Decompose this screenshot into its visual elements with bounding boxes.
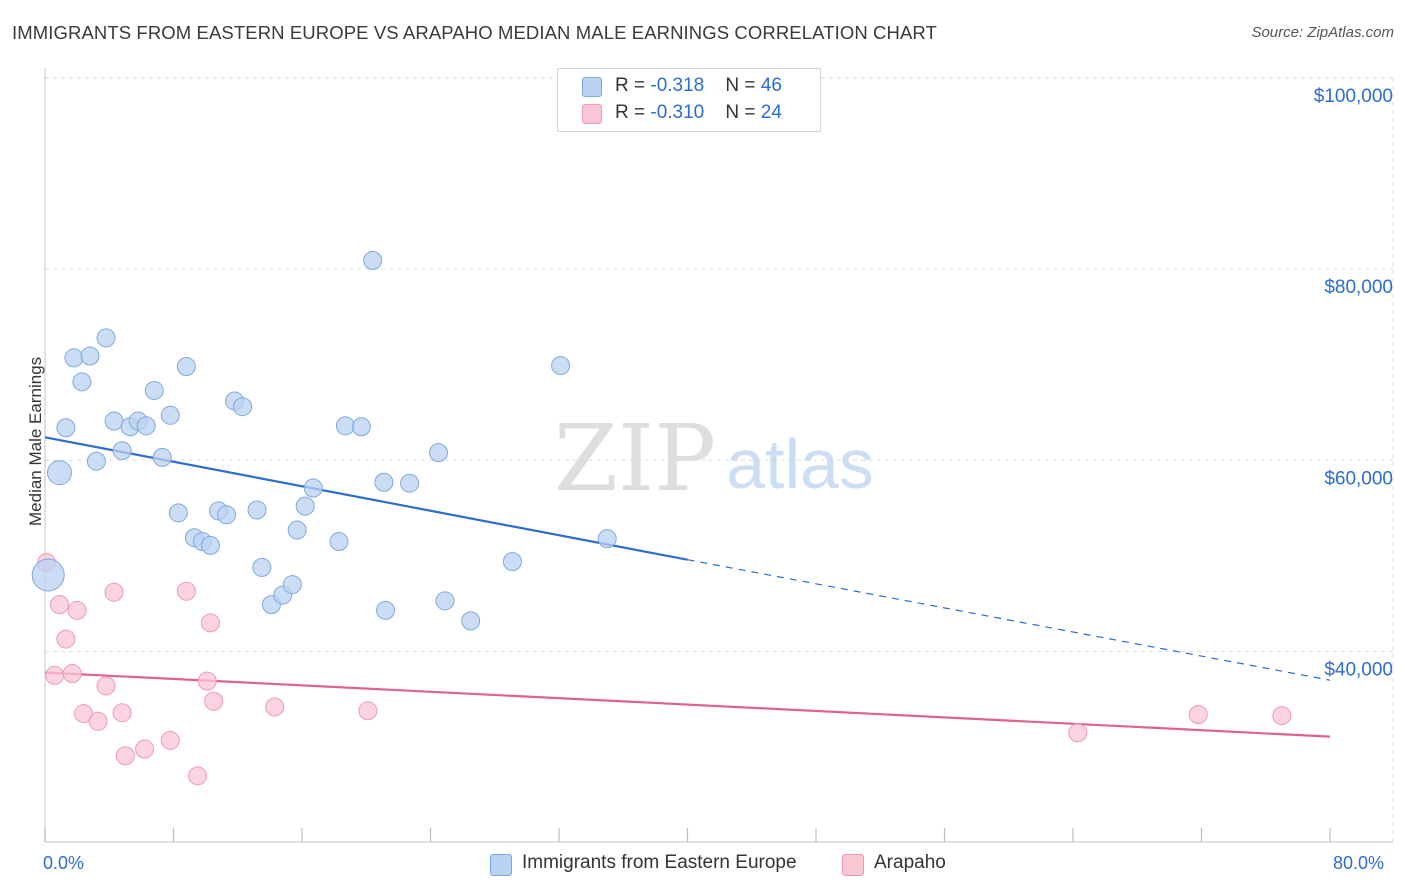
point-arapaho: [67, 600, 87, 620]
point-arapaho: [160, 730, 180, 750]
point-eastern-europe: [233, 397, 253, 417]
point-arapaho: [88, 711, 108, 731]
y-tick-label: $80,000: [1324, 277, 1393, 298]
point-eastern-europe: [351, 417, 371, 437]
point-eastern-europe: [168, 503, 188, 523]
point-arapaho: [1068, 723, 1088, 743]
point-eastern-europe: [31, 558, 65, 592]
point-eastern-europe: [247, 500, 267, 520]
point-eastern-europe: [252, 557, 272, 577]
y-tick-labels: $40,000 $60,000 $80,000 $100,000: [1314, 86, 1393, 681]
point-arapaho: [265, 697, 285, 717]
point-eastern-europe: [335, 416, 355, 436]
point-eastern-europe: [429, 443, 449, 463]
grid-lines: [45, 77, 1394, 842]
point-arapaho: [104, 582, 124, 602]
point-eastern-europe: [376, 600, 396, 620]
point-eastern-europe: [176, 357, 196, 377]
point-eastern-europe: [136, 416, 156, 436]
point-eastern-europe: [287, 520, 307, 540]
point-eastern-europe: [112, 441, 132, 461]
point-eastern-europe: [502, 552, 522, 572]
point-eastern-europe: [329, 532, 349, 552]
bottom-legend-swatch-blue: [490, 854, 512, 876]
point-arapaho: [49, 595, 69, 615]
watermark-zip: ZIP: [554, 405, 716, 512]
bottom-legend-label: Immigrants from Eastern Europe: [522, 852, 797, 873]
legend-r-value: -0.310: [650, 102, 705, 123]
point-eastern-europe: [86, 451, 106, 471]
watermark-atlas: atlas: [726, 425, 874, 503]
legend-r-label: R =: [615, 102, 651, 123]
point-arapaho: [135, 739, 155, 759]
point-arapaho: [176, 581, 196, 601]
point-eastern-europe: [72, 372, 92, 392]
point-eastern-europe: [551, 356, 571, 376]
point-arapaho: [62, 663, 82, 683]
y-axis-label-wrap: Median Male Earnings: [16, 0, 45, 892]
chart-source: Source: ZipAtlas.com: [1251, 24, 1394, 41]
eastern-europe-points: [31, 250, 617, 631]
legend-swatch-blue: [582, 77, 602, 97]
point-arapaho: [1188, 705, 1208, 725]
bottom-legend-label: Arapaho: [874, 852, 946, 873]
point-arapaho: [56, 629, 76, 649]
point-eastern-europe: [363, 250, 383, 270]
legend-r-label: R =: [615, 75, 651, 96]
point-arapaho: [358, 701, 378, 721]
point-eastern-europe: [80, 346, 100, 366]
arapaho-points: [37, 553, 1292, 786]
point-eastern-europe: [217, 505, 237, 525]
y-tick-label: $100,000: [1314, 86, 1393, 107]
legend-n-value: 24: [760, 102, 782, 123]
trend-lines: [44, 436, 1331, 738]
trendline-eastern-europe-extension: [687, 559, 1331, 681]
point-arapaho: [115, 746, 135, 766]
point-eastern-europe: [160, 405, 180, 425]
point-eastern-europe: [303, 478, 323, 498]
point-arapaho: [45, 665, 65, 685]
point-eastern-europe: [374, 472, 394, 492]
trendline-eastern-europe: [44, 436, 688, 561]
point-eastern-europe: [64, 348, 84, 368]
legend-n-label: N =: [725, 75, 761, 96]
bottom-legend-swatch-pink: [842, 854, 864, 876]
x-tick-label-min: 0.0%: [43, 853, 85, 873]
point-arapaho: [96, 676, 116, 696]
point-arapaho: [197, 671, 217, 691]
point-eastern-europe: [96, 328, 116, 348]
point-eastern-europe: [597, 529, 617, 549]
point-arapaho: [188, 766, 208, 786]
legend-r-value: -0.318: [650, 75, 705, 96]
point-eastern-europe: [46, 460, 72, 486]
correlation-legend: R = -0.318 N = 46 R = -0.310 N = 24: [557, 68, 821, 132]
trendline-arapaho: [44, 671, 1331, 738]
point-arapaho: [112, 703, 132, 723]
point-eastern-europe: [104, 411, 124, 431]
point-eastern-europe: [144, 380, 164, 400]
legend-n-label: N =: [725, 102, 761, 123]
legend-n-value: 46: [760, 75, 782, 96]
point-eastern-europe: [56, 418, 76, 438]
y-tick-label: $40,000: [1324, 660, 1393, 681]
point-arapaho: [204, 691, 224, 711]
point-eastern-europe: [282, 575, 302, 595]
x-tick-label-max: 80.0%: [1333, 853, 1385, 873]
y-axis-label: Median Male Earnings: [26, 356, 45, 526]
chart-title: IMMIGRANTS FROM EASTERN EUROPE VS ARAPAH…: [12, 22, 937, 43]
y-tick-label: $60,000: [1324, 468, 1393, 489]
point-eastern-europe: [295, 496, 315, 516]
watermark: ZIP atlas: [554, 405, 874, 512]
point-eastern-europe: [400, 473, 420, 493]
legend-swatch-pink: [582, 104, 602, 124]
point-arapaho: [200, 613, 220, 633]
axes: [44, 68, 1393, 843]
point-eastern-europe: [152, 447, 172, 467]
point-arapaho: [1272, 706, 1292, 726]
point-eastern-europe: [461, 611, 481, 631]
point-eastern-europe: [200, 535, 220, 555]
point-eastern-europe: [435, 591, 455, 611]
